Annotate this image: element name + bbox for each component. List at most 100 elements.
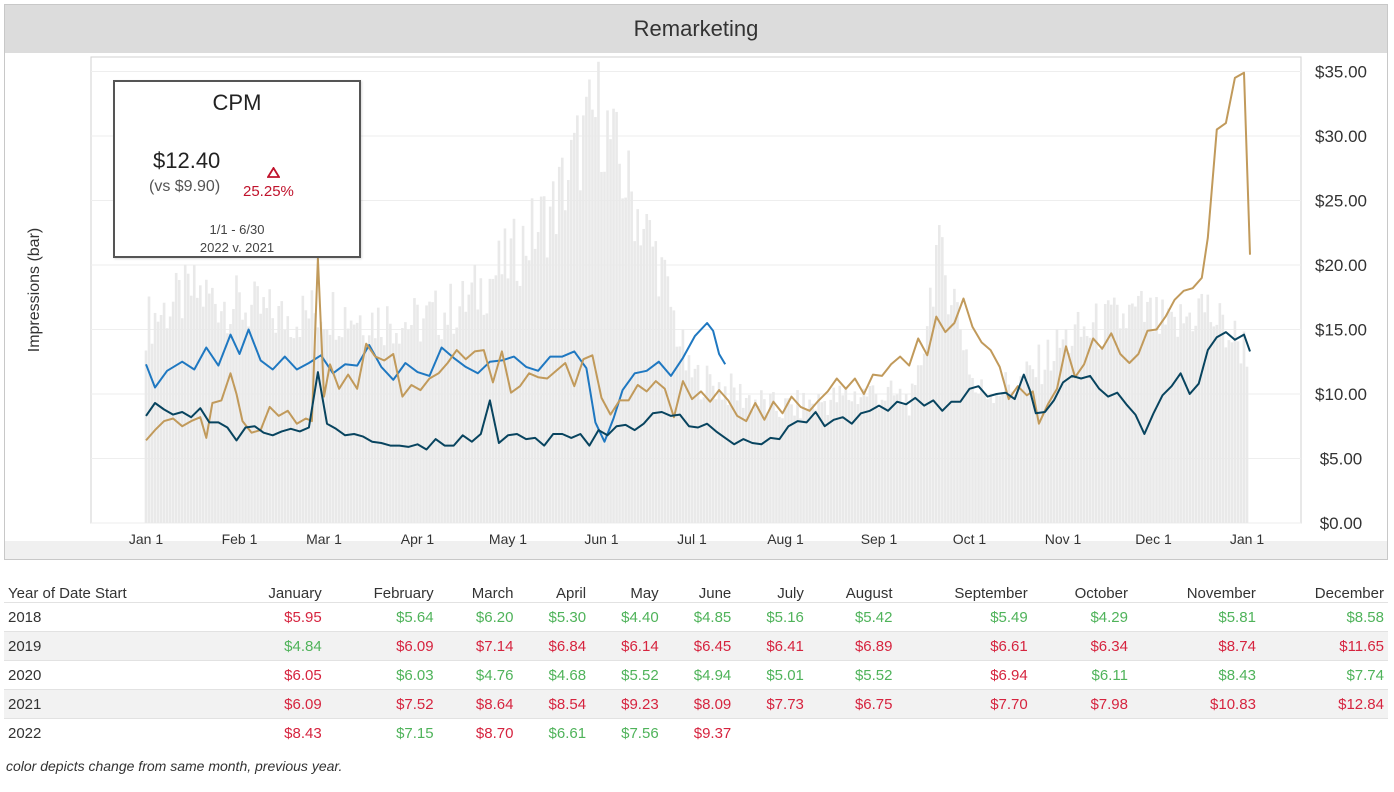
impressions-bar: [847, 399, 851, 523]
impressions-bar: [1206, 294, 1210, 523]
impressions-bar: [615, 111, 618, 523]
impressions-bar: [886, 386, 890, 523]
impressions-bar: [340, 337, 344, 523]
cpm-cell: $4.84: [225, 631, 326, 661]
impressions-bar: [361, 335, 365, 523]
impressions-bar: [678, 346, 682, 523]
impressions-bar: [449, 283, 452, 523]
impressions-bar: [690, 377, 694, 523]
impressions-bar: [741, 407, 745, 523]
impressions-bar: [588, 79, 591, 523]
impressions-bar: [431, 302, 434, 523]
cpm-cell: $9.23: [590, 689, 663, 719]
impressions-bar: [1149, 297, 1152, 523]
impressions-bar: [962, 350, 965, 523]
column-header-month: February: [373, 585, 434, 602]
impressions-bar: [392, 343, 395, 523]
x-tick-label: Feb 1: [222, 531, 258, 547]
impressions-bar: [953, 288, 956, 523]
impressions-bar: [1224, 347, 1228, 523]
impressions-bar: [844, 388, 848, 523]
impressions-bar: [1052, 361, 1056, 523]
impressions-bar: [856, 404, 860, 523]
impressions-bar: [301, 295, 305, 523]
impressions-bar: [938, 225, 941, 523]
kpi-label: CPM: [212, 90, 262, 115]
impressions-bar: [612, 108, 615, 523]
kpi-period: 2022 v. 2021: [199, 240, 275, 255]
cpm-cell: $5.52: [807, 660, 897, 690]
row-year: 2020: [4, 660, 226, 690]
impressions-bar: [950, 305, 953, 523]
impressions-bar: [998, 396, 1001, 523]
impressions-bar: [283, 329, 287, 523]
cpm-cell: $6.03: [325, 660, 438, 690]
impressions-bar: [916, 365, 920, 523]
cpm-cell: $6.75: [807, 689, 897, 719]
impressions-bar: [343, 307, 347, 523]
impressions-bar: [986, 399, 989, 523]
impressions-bar: [817, 394, 820, 523]
impressions-bar: [1058, 347, 1062, 523]
cpm-series-line-2: [145, 71, 1251, 442]
impressions-bar: [720, 399, 724, 523]
impressions-bar: [1061, 339, 1065, 523]
cpm-cell: $9.37: [662, 718, 736, 747]
impressions-bar: [1242, 331, 1246, 523]
chart-panel: Remarketing Impressions (bar) $0.00 $5.00 $…: [4, 4, 1388, 560]
impressions-bar: [1212, 326, 1216, 523]
row-year: 2018: [4, 602, 226, 632]
impressions-bar: [1227, 340, 1231, 523]
impressions-bar: [413, 298, 416, 523]
impressions-bar: [892, 395, 896, 523]
impressions-bar: [443, 312, 446, 523]
y-axis-label-left: Impressions (bar): [26, 228, 43, 352]
impressions-bar: [1215, 324, 1219, 523]
impressions-bar: [1209, 322, 1213, 523]
impressions-bar: [253, 281, 256, 523]
impressions-bar: [1064, 329, 1068, 523]
impressions-bar: [1119, 328, 1122, 523]
y-tick-label: $35.00: [1315, 62, 1367, 81]
impressions-bar: [1161, 299, 1164, 523]
column-header-month: June: [698, 585, 732, 602]
impressions-bar: [1007, 384, 1011, 523]
impressions-bar: [1073, 324, 1077, 523]
impressions-bar: [1109, 304, 1113, 523]
impressions-bar: [1016, 389, 1020, 523]
impressions-bar: [1128, 304, 1131, 523]
impressions-bar: [871, 385, 875, 523]
impressions-bar: [1245, 366, 1249, 523]
cpm-cell: $7.56: [590, 718, 663, 747]
cpm-chart[interactable]: Impressions (bar) $0.00 $5.00 $10.00 $15.00 $…: [5, 5, 1387, 559]
impressions-bar: [992, 403, 995, 523]
impressions-bar: [717, 382, 721, 523]
impressions-bar: [386, 306, 389, 523]
column-header-month: March: [471, 585, 514, 602]
impressions-bar: [1100, 345, 1104, 523]
cpm-cell: $5.42: [807, 602, 897, 632]
impressions-bar: [971, 377, 974, 523]
impressions-bar: [793, 415, 796, 523]
impressions-bar: [787, 398, 790, 523]
impressions-bar: [376, 307, 380, 523]
impressions-bar: [1088, 337, 1092, 523]
y-tick-label: $15.00: [1315, 320, 1367, 339]
cpm-cell: $4.76: [437, 660, 518, 690]
impressions-bar: [1230, 342, 1234, 523]
impressions-bar: [799, 418, 802, 523]
kpi-date-range: 1/1 - 6/30: [209, 222, 265, 237]
impressions-bar: [838, 385, 842, 523]
impressions-bar: [440, 339, 443, 523]
cpm-cell: $8.43: [225, 718, 326, 747]
impressions-bar: [687, 355, 691, 523]
impressions-bar: [358, 315, 362, 523]
impressions-bar: [835, 402, 839, 523]
impressions-bar: [675, 346, 679, 523]
cpm-cell: [735, 718, 808, 747]
impressions-bar: [202, 306, 205, 523]
impressions-bar: [214, 303, 217, 523]
impressions-bar: [509, 238, 513, 523]
impressions-bar: [1137, 295, 1140, 523]
cpm-cell: [807, 718, 897, 747]
